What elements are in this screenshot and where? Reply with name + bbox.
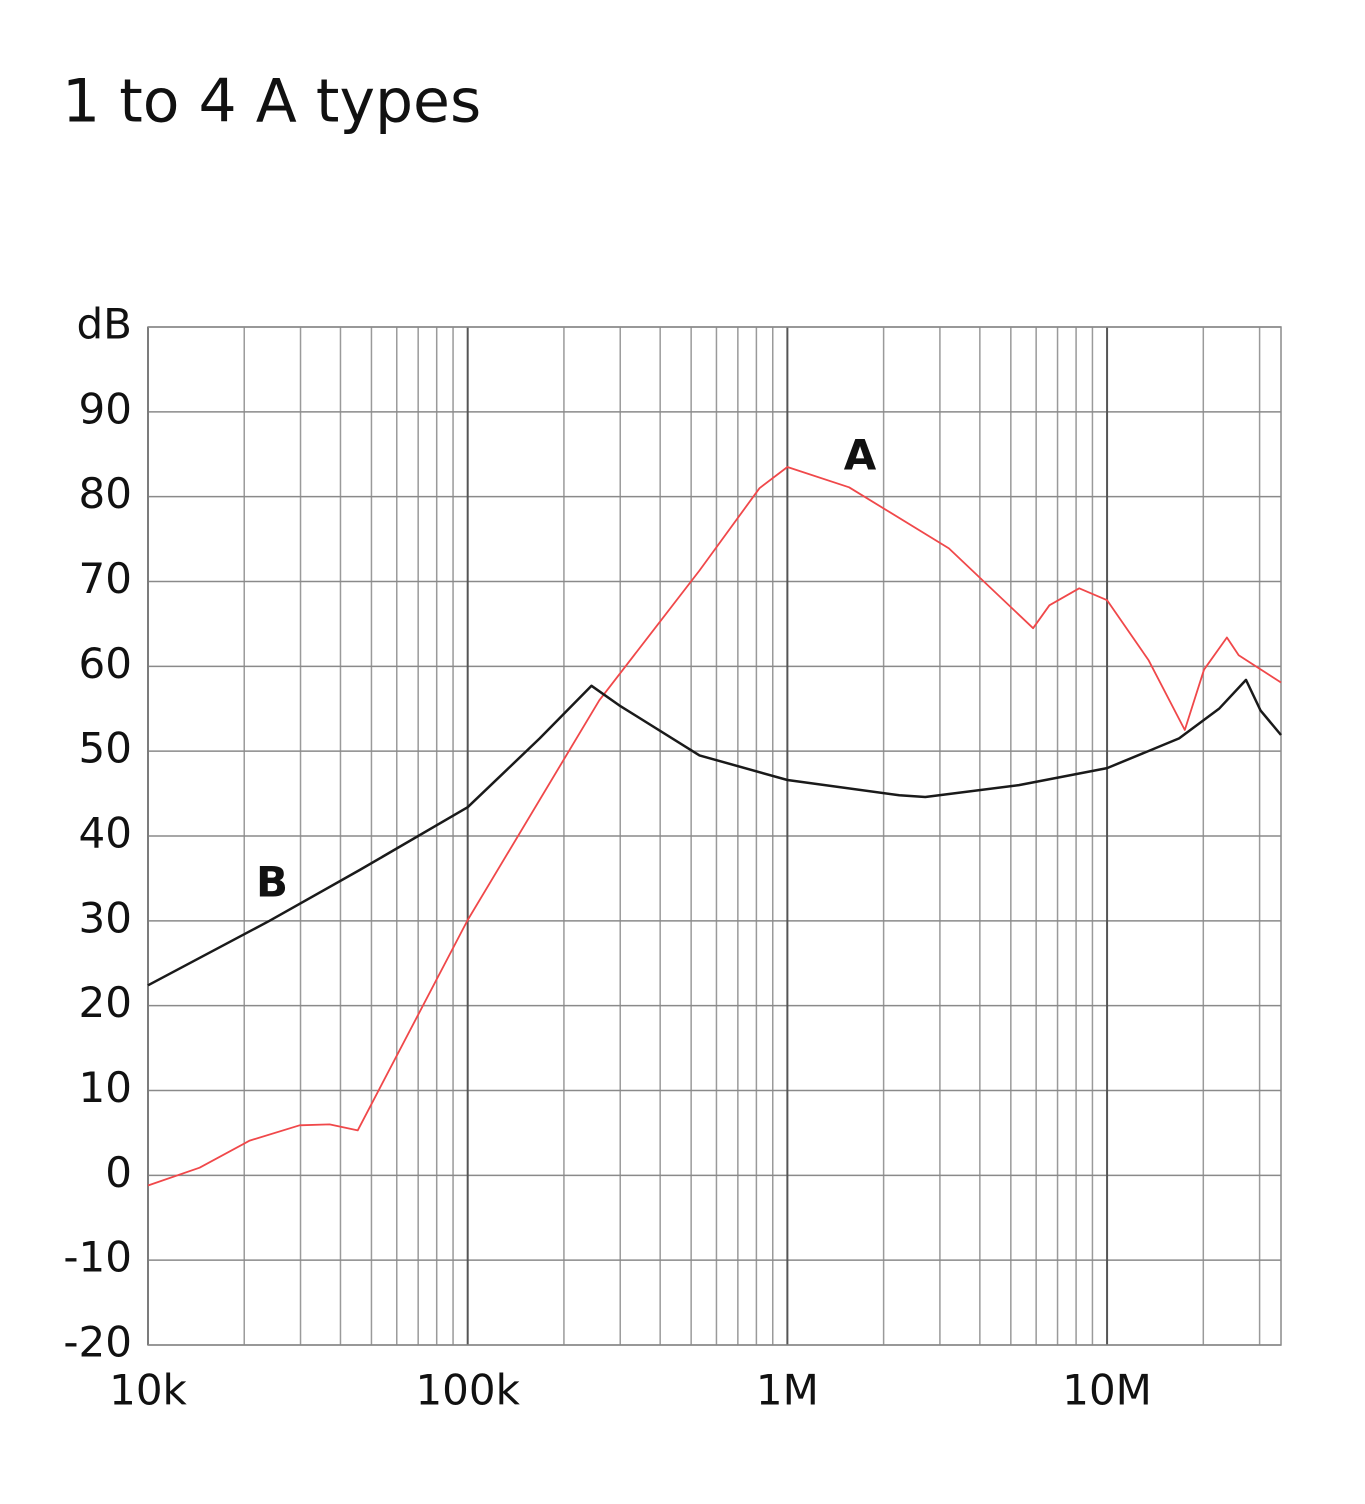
y-tick-label: 40 [79, 809, 132, 858]
x-tick-label: 1M [756, 1366, 819, 1415]
x-tick-label: 100k [415, 1366, 520, 1415]
x-tick-label: 10k [109, 1366, 187, 1415]
y-tick-label: 20 [79, 978, 132, 1027]
series-label: A [844, 431, 877, 480]
y-tick-label: 90 [79, 384, 132, 433]
y-tick-label: 30 [79, 893, 132, 942]
series-label: B [256, 858, 288, 907]
y-tick-label: dB [77, 300, 132, 349]
y-tick-label: 50 [79, 724, 132, 773]
y-tick-label: 10 [79, 1063, 132, 1112]
y-tick-label: -20 [63, 1318, 132, 1367]
y-tick-label: 0 [105, 1148, 132, 1197]
chart-title: 1 to 4 A types [62, 67, 481, 137]
y-tick-label: -10 [63, 1233, 132, 1282]
x-tick-label: 10M [1062, 1366, 1152, 1415]
plot-frame [147, 326, 1282, 1346]
y-tick-label: 70 [79, 554, 132, 603]
y-tick-label: 60 [79, 639, 132, 688]
y-tick-label: 80 [79, 469, 132, 518]
series-line [147, 466, 1282, 1187]
series-line [147, 678, 1282, 987]
